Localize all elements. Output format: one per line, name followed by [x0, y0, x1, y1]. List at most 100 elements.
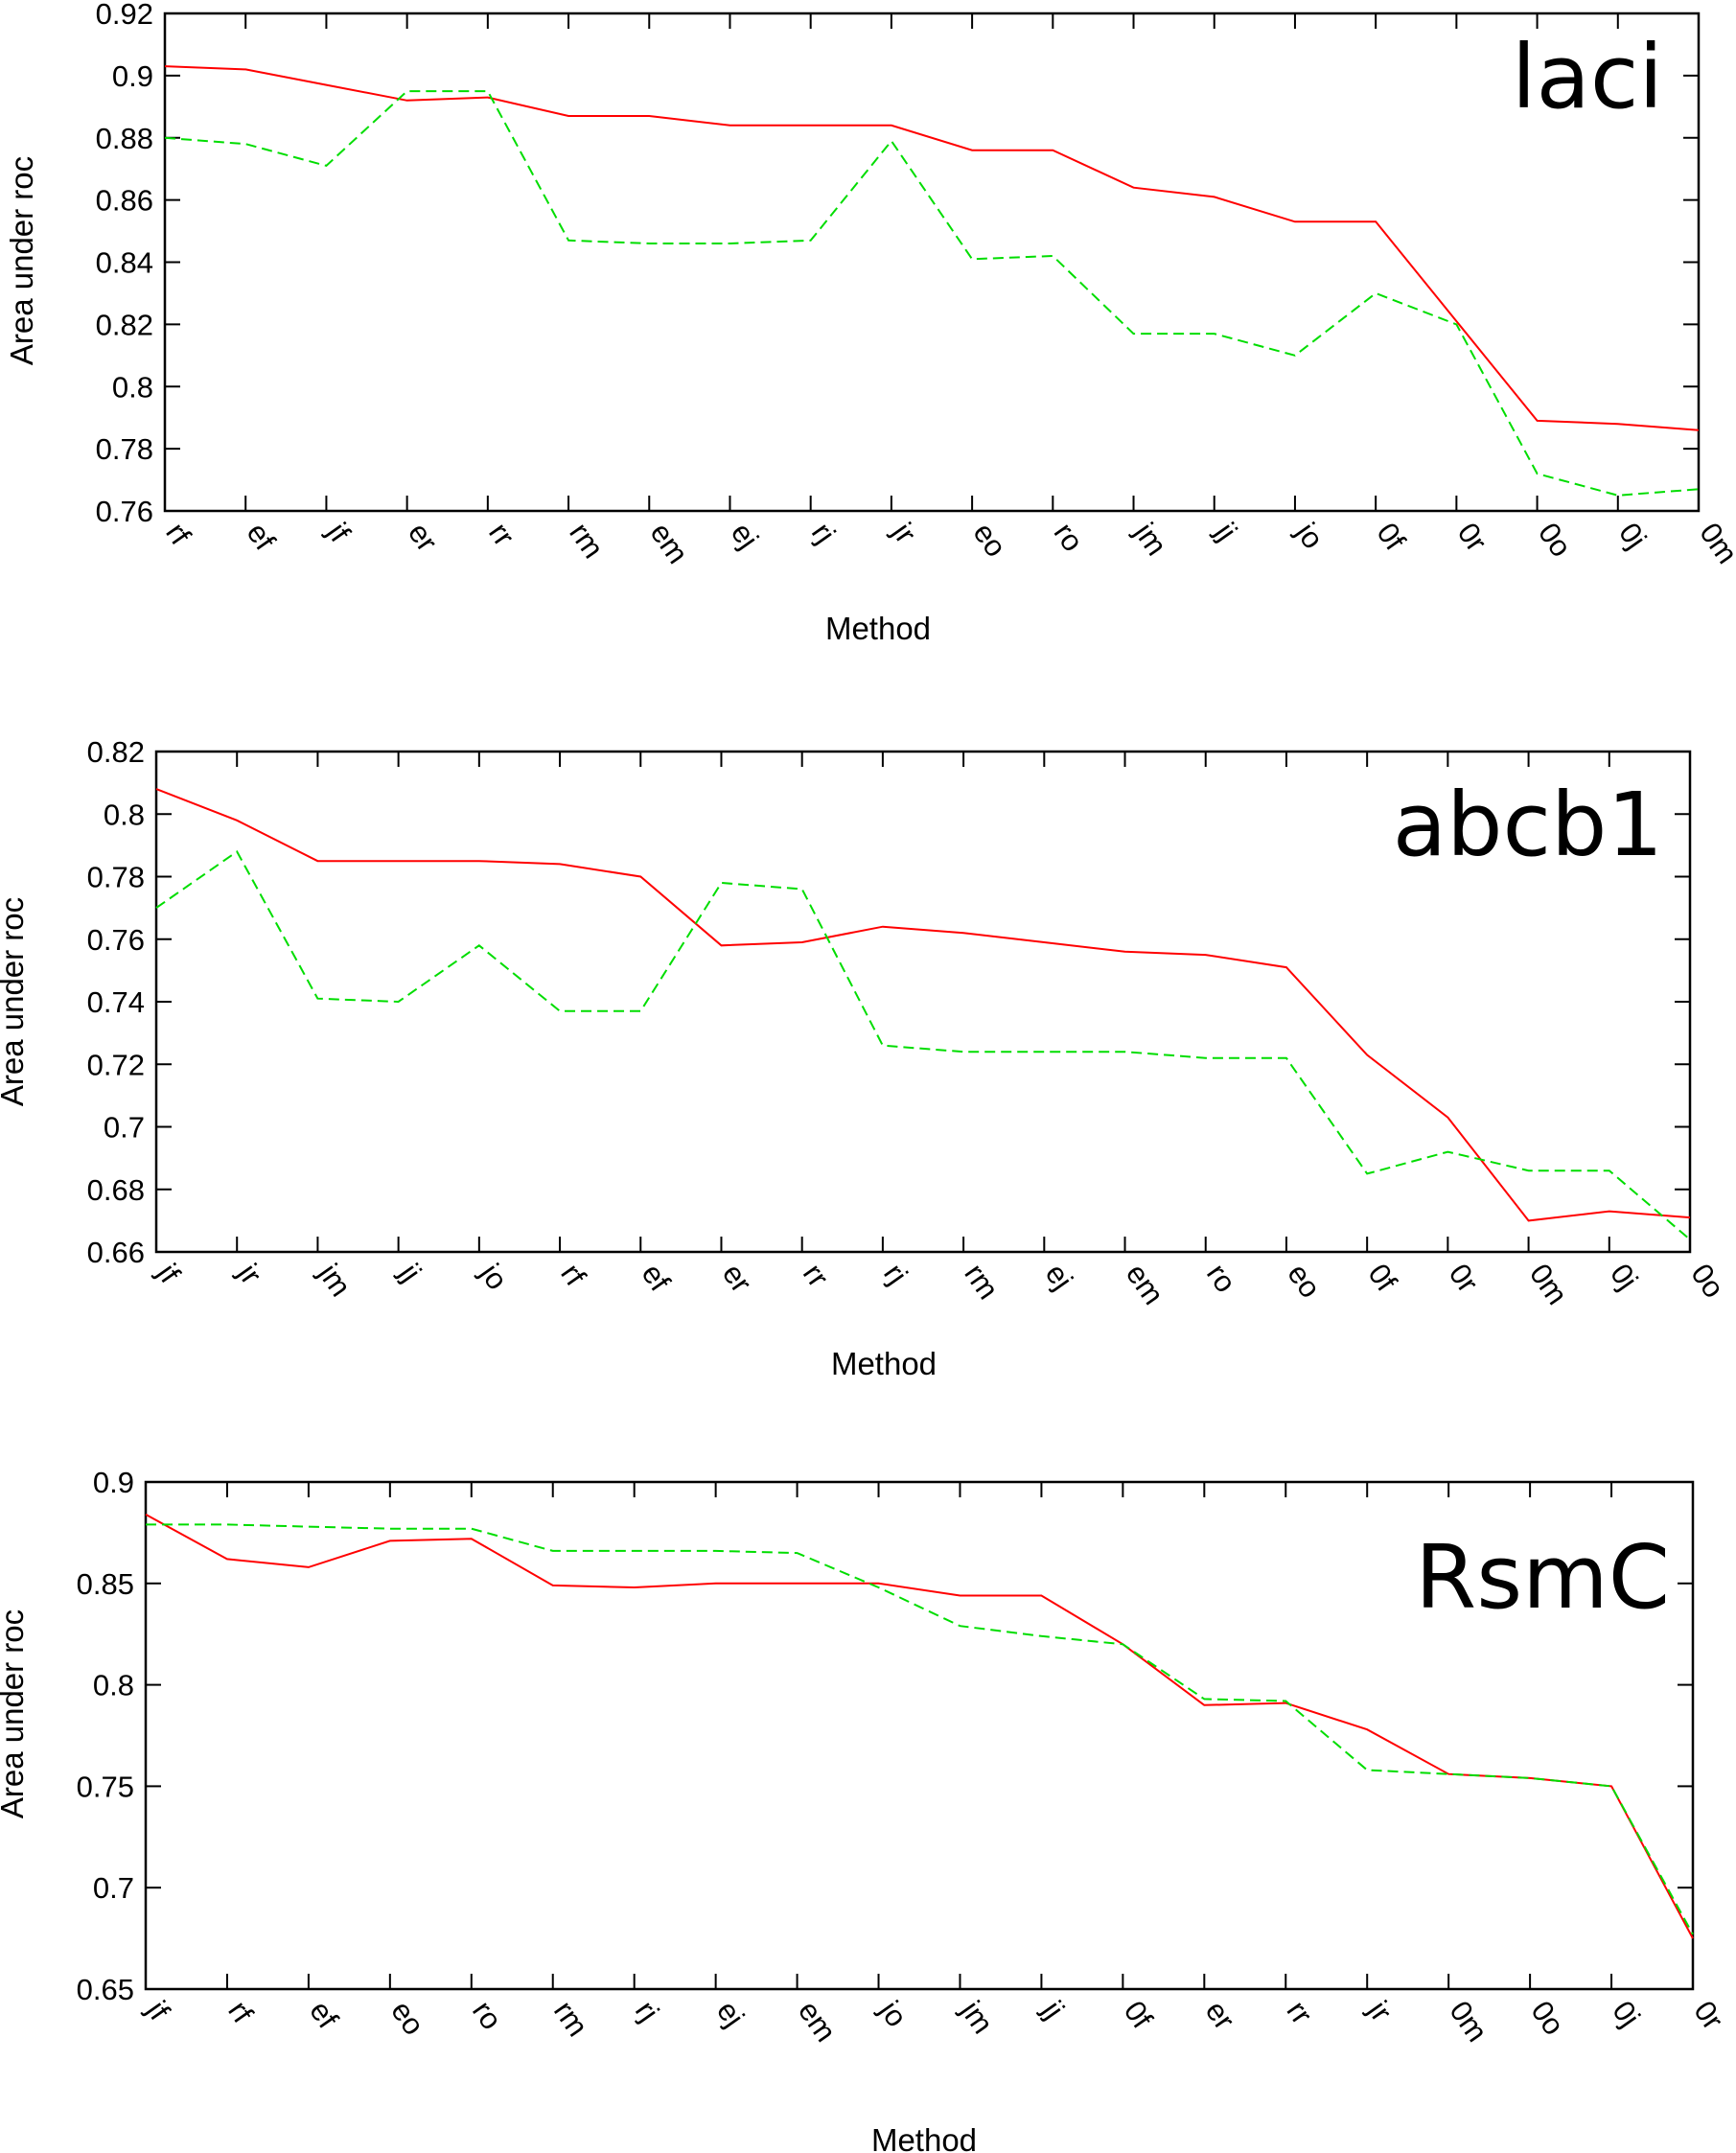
chart-title: abcb1	[1393, 774, 1663, 876]
x-tick-label: 0r	[1443, 1258, 1485, 1299]
x-tick-label: jm	[954, 1994, 1000, 2040]
x-tick-label: ro	[1200, 1258, 1242, 1299]
y-tick-label: 0.9	[93, 1466, 134, 1499]
y-tick-label: 0.66	[87, 1236, 145, 1269]
y-tick-label: 0.76	[87, 923, 145, 957]
x-tick-label: er	[402, 517, 444, 558]
x-tick-label: em	[1120, 1258, 1170, 1310]
x-tick-label: 0r	[1687, 1995, 1729, 2036]
y-tick-label: 0.9	[112, 59, 153, 93]
x-tick-label: rm	[563, 517, 610, 565]
y-tick-label: 0.75	[77, 1770, 134, 1803]
x-tick-label: rr	[1281, 1995, 1320, 2030]
y-tick-label: 0.65	[77, 1973, 134, 2006]
series-line-dashed	[146, 1523, 1694, 1935]
x-tick-label: jm	[1127, 516, 1173, 562]
x-tick-label: rj	[805, 517, 843, 549]
y-tick-label: 0.7	[93, 1871, 134, 1905]
chart-panel-laci: laci Area under roc Method 0.76 0.78 0.8 0.…	[4, 0, 1736, 646]
x-tick-label: jr	[1361, 1994, 1399, 2027]
series-line-dashed	[155, 849, 1691, 1240]
x-tick-label: jm	[312, 1257, 358, 1303]
y-tick-label: 0.76	[96, 495, 153, 528]
y-tick-label: 0.7	[104, 1111, 145, 1145]
series-line-solid	[164, 65, 1700, 431]
y-tick-label: 0.68	[87, 1173, 145, 1207]
x-tick-label: rf	[554, 1258, 592, 1292]
x-tick-label: rm	[547, 1995, 594, 2043]
x-tick-label: jj	[1035, 1994, 1071, 2025]
x-axis-label: Method	[831, 1346, 937, 1381]
x-tick-label: jj	[392, 1257, 428, 1287]
x-tick-label: 0j	[1604, 1258, 1645, 1296]
y-tick-label: 0.74	[87, 985, 145, 1019]
x-tick-label: er	[1199, 1995, 1241, 2036]
chart-panel-rsmc: RsmC Area under roc Method 0.65 0.7 0.75 0.…	[0, 1466, 1730, 2153]
x-tick-label: ej	[1039, 1258, 1080, 1296]
x-tick-label: rf	[159, 517, 197, 551]
series-line-solid	[155, 788, 1691, 1222]
x-tick-label: rr	[797, 1258, 836, 1293]
y-axis-label: Area under roc	[0, 1609, 30, 1818]
y-tick-label: 0.78	[87, 861, 145, 894]
chart-title: RsmC	[1415, 1526, 1670, 1629]
x-tick-label: 0f	[1118, 1995, 1160, 2035]
x-tick-label: rj	[877, 1258, 914, 1290]
series-line-dashed	[164, 90, 1700, 497]
y-tick-label: 0.72	[87, 1048, 145, 1081]
x-tick-label: jr	[886, 516, 923, 549]
x-tick-label: jf	[320, 516, 357, 548]
x-tick-label: 0o	[1524, 1995, 1570, 2041]
y-tick-label: 0.82	[96, 308, 153, 341]
x-tick-label: rf	[221, 1995, 260, 2029]
x-tick-label: 0j	[1612, 517, 1654, 555]
x-tick-label: jo	[1289, 516, 1331, 555]
y-tick-label: 0.78	[96, 432, 153, 466]
x-tick-label: 0f	[1370, 517, 1412, 557]
x-tick-label: jo	[872, 1994, 914, 2033]
x-tick-label: ro	[1048, 517, 1090, 558]
chart-panel-abcb1: abcb1 Area under roc Method 0.66 0.68 0.7 0…	[0, 735, 1731, 1381]
x-tick-label: eo	[1281, 1258, 1327, 1304]
y-tick-label: 0.82	[87, 735, 145, 769]
x-tick-label: ef	[240, 517, 282, 557]
x-tick-label: jf	[140, 1994, 176, 2026]
y-tick-label: 0.85	[77, 1567, 134, 1601]
x-tick-label: ro	[466, 1995, 508, 2036]
x-tick-label: eo	[966, 517, 1012, 563]
x-tick-label: 0j	[1606, 1995, 1647, 2033]
x-tick-label: er	[716, 1258, 758, 1299]
x-tick-label: 0m	[1523, 1258, 1574, 1310]
x-tick-label: ej	[710, 1995, 752, 2033]
chart-title: laci	[1512, 26, 1663, 128]
y-tick-label: 0.8	[93, 1669, 134, 1702]
x-axis-label: Method	[825, 611, 931, 646]
y-axis-label: Area under roc	[4, 156, 39, 365]
x-tick-label: ej	[725, 517, 766, 555]
plot-frame	[163, 12, 1701, 513]
x-tick-label: jf	[150, 1257, 187, 1289]
x-tick-label: 0m	[1443, 1995, 1493, 2048]
x-tick-label: jo	[474, 1257, 515, 1296]
x-tick-label: em	[792, 1995, 843, 2048]
x-tick-label: rm	[958, 1258, 1005, 1306]
x-tick-label: jj	[1208, 516, 1243, 546]
x-tick-label: rr	[482, 517, 521, 552]
y-tick-label: 0.8	[112, 370, 153, 404]
x-tick-label: ef	[636, 1258, 678, 1298]
y-tick-label: 0.86	[96, 184, 153, 218]
x-tick-label: 0r	[1451, 517, 1493, 558]
x-tick-label: 0o	[1532, 517, 1578, 563]
x-tick-label: 0m	[1693, 517, 1736, 569]
x-tick-label: 0f	[1361, 1258, 1403, 1298]
x-tick-label: 0o	[1684, 1258, 1730, 1304]
series-line-solid	[145, 1514, 1694, 1939]
y-tick-label: 0.84	[96, 246, 153, 280]
x-tick-label: eo	[384, 1995, 430, 2041]
y-tick-label: 0.88	[96, 122, 153, 155]
plot-frame	[144, 1480, 1695, 1991]
y-axis-label: Area under roc	[0, 897, 30, 1106]
x-tick-label: rj	[629, 1995, 666, 2027]
x-tick-label: jr	[231, 1257, 268, 1290]
